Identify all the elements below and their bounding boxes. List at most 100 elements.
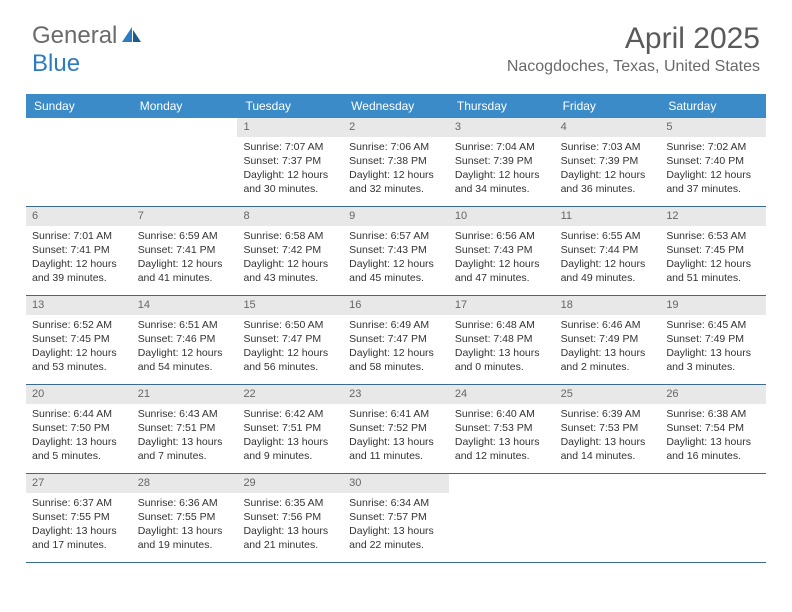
day-cell: 12Sunrise: 6:53 AMSunset: 7:45 PMDayligh… — [660, 207, 766, 295]
day-number: 13 — [26, 296, 132, 315]
day-number: 28 — [132, 474, 238, 493]
day-number: 30 — [343, 474, 449, 493]
day-cell: 7Sunrise: 6:59 AMSunset: 7:41 PMDaylight… — [132, 207, 238, 295]
day-cell: . — [449, 474, 555, 562]
daylight-text-1: Daylight: 12 hours — [666, 257, 760, 271]
sunset-text: Sunset: 7:43 PM — [455, 243, 549, 257]
logo-sail-icon — [121, 26, 143, 49]
daylight-text-1: Daylight: 13 hours — [138, 435, 232, 449]
sunrise-text: Sunrise: 6:41 AM — [349, 407, 443, 421]
location-text: Nacogdoches, Texas, United States — [507, 58, 760, 76]
day-cell: 4Sunrise: 7:03 AMSunset: 7:39 PMDaylight… — [555, 118, 661, 206]
sunset-text: Sunset: 7:49 PM — [561, 332, 655, 346]
sunrise-text: Sunrise: 6:35 AM — [243, 496, 337, 510]
daylight-text-1: Daylight: 12 hours — [349, 346, 443, 360]
sunset-text: Sunset: 7:37 PM — [243, 154, 337, 168]
day-cell: 26Sunrise: 6:38 AMSunset: 7:54 PMDayligh… — [660, 385, 766, 473]
day-number: 5 — [660, 118, 766, 137]
weekday-header: Thursday — [449, 94, 555, 118]
header: General April 2025 Nacogdoches, Texas, U… — [0, 0, 792, 82]
day-cell: 10Sunrise: 6:56 AMSunset: 7:43 PMDayligh… — [449, 207, 555, 295]
day-cell: 20Sunrise: 6:44 AMSunset: 7:50 PMDayligh… — [26, 385, 132, 473]
daylight-text-1: Daylight: 13 hours — [455, 346, 549, 360]
weekday-header: Monday — [132, 94, 238, 118]
sunrise-text: Sunrise: 7:01 AM — [32, 229, 126, 243]
daylight-text-1: Daylight: 12 hours — [32, 257, 126, 271]
daylight-text-2: and 16 minutes. — [666, 449, 760, 463]
sunset-text: Sunset: 7:51 PM — [138, 421, 232, 435]
daylight-text-2: and 3 minutes. — [666, 360, 760, 374]
sunrise-text: Sunrise: 7:07 AM — [243, 140, 337, 154]
day-number: 23 — [343, 385, 449, 404]
daylight-text-2: and 32 minutes. — [349, 182, 443, 196]
daylight-text-2: and 54 minutes. — [138, 360, 232, 374]
day-content: Sunrise: 7:01 AMSunset: 7:41 PMDaylight:… — [26, 226, 132, 292]
sunset-text: Sunset: 7:57 PM — [349, 510, 443, 524]
sunset-text: Sunset: 7:46 PM — [138, 332, 232, 346]
day-cell: . — [26, 118, 132, 206]
daylight-text-2: and 36 minutes. — [561, 182, 655, 196]
daylight-text-2: and 45 minutes. — [349, 271, 443, 285]
week-row: 6Sunrise: 7:01 AMSunset: 7:41 PMDaylight… — [26, 207, 766, 296]
day-content: Sunrise: 6:52 AMSunset: 7:45 PMDaylight:… — [26, 315, 132, 381]
day-number: 7 — [132, 207, 238, 226]
day-content: Sunrise: 6:56 AMSunset: 7:43 PMDaylight:… — [449, 226, 555, 292]
day-cell: 18Sunrise: 6:46 AMSunset: 7:49 PMDayligh… — [555, 296, 661, 384]
day-content: Sunrise: 6:40 AMSunset: 7:53 PMDaylight:… — [449, 404, 555, 470]
day-content: Sunrise: 6:45 AMSunset: 7:49 PMDaylight:… — [660, 315, 766, 381]
sunset-text: Sunset: 7:51 PM — [243, 421, 337, 435]
sunrise-text: Sunrise: 6:53 AM — [666, 229, 760, 243]
day-number: 14 — [132, 296, 238, 315]
day-number: 1 — [237, 118, 343, 137]
daylight-text-2: and 2 minutes. — [561, 360, 655, 374]
day-cell: 25Sunrise: 6:39 AMSunset: 7:53 PMDayligh… — [555, 385, 661, 473]
daylight-text-1: Daylight: 13 hours — [138, 524, 232, 538]
day-content: Sunrise: 6:55 AMSunset: 7:44 PMDaylight:… — [555, 226, 661, 292]
daylight-text-2: and 47 minutes. — [455, 271, 549, 285]
weeks-container: .. 1 Sunrise: 7:07 AMSunset: 7:37 PM Daylig… — [26, 118, 766, 563]
weekday-header: Saturday — [660, 94, 766, 118]
daylight-text-1: Daylight: 13 hours — [666, 435, 760, 449]
day-cell: 11Sunrise: 6:55 AMSunset: 7:44 PMDayligh… — [555, 207, 661, 295]
day-cell: 29Sunrise: 6:35 AMSunset: 7:56 PMDayligh… — [237, 474, 343, 562]
day-number: 27 — [26, 474, 132, 493]
sunrise-text: Sunrise: 6:38 AM — [666, 407, 760, 421]
day-number: 11 — [555, 207, 661, 226]
sunset-text: Sunset: 7:52 PM — [349, 421, 443, 435]
day-number: 20 — [26, 385, 132, 404]
daylight-text-2: and 14 minutes. — [561, 449, 655, 463]
daylight-text-2: and 0 minutes. — [455, 360, 549, 374]
daylight-text-2: and 39 minutes. — [32, 271, 126, 285]
weekday-header: Wednesday — [343, 94, 449, 118]
sunrise-text: Sunrise: 6:46 AM — [561, 318, 655, 332]
day-content: Sunrise: 6:38 AMSunset: 7:54 PMDaylight:… — [660, 404, 766, 470]
sunrise-text: Sunrise: 6:44 AM — [32, 407, 126, 421]
sunset-text: Sunset: 7:39 PM — [455, 154, 549, 168]
week-row: 20Sunrise: 6:44 AMSunset: 7:50 PMDayligh… — [26, 385, 766, 474]
day-content: Sunrise: 7:04 AMSunset: 7:39 PMDaylight:… — [449, 137, 555, 203]
daylight-text-1: Daylight: 12 hours — [666, 168, 760, 182]
sunrise-text: Sunrise: 7:04 AM — [455, 140, 549, 154]
daylight-text-2: and 34 minutes. — [455, 182, 549, 196]
daylight-text-2: and 37 minutes. — [666, 182, 760, 196]
daylight-text-2: and 9 minutes. — [243, 449, 337, 463]
day-number: 16 — [343, 296, 449, 315]
sunrise-text: Sunrise: 6:50 AM — [243, 318, 337, 332]
day-cell: 5Sunrise: 7:02 AMSunset: 7:40 PMDaylight… — [660, 118, 766, 206]
sunset-text: Sunset: 7:53 PM — [561, 421, 655, 435]
day-number: 10 — [449, 207, 555, 226]
day-content: Sunrise: 6:51 AMSunset: 7:46 PMDaylight:… — [132, 315, 238, 381]
day-content: Sunrise: 6:46 AMSunset: 7:49 PMDaylight:… — [555, 315, 661, 381]
day-number: 22 — [237, 385, 343, 404]
daylight-text-1: Daylight: 12 hours — [243, 257, 337, 271]
day-number: 9 — [343, 207, 449, 226]
day-content: Sunrise: 6:36 AMSunset: 7:55 PMDaylight:… — [132, 493, 238, 559]
day-cell: 21Sunrise: 6:43 AMSunset: 7:51 PMDayligh… — [132, 385, 238, 473]
day-number: 12 — [660, 207, 766, 226]
day-number: 21 — [132, 385, 238, 404]
day-number: 17 — [449, 296, 555, 315]
logo-text-2: Blue — [32, 50, 80, 77]
sunset-text: Sunset: 7:48 PM — [455, 332, 549, 346]
day-number: 4 — [555, 118, 661, 137]
day-cell: 19Sunrise: 6:45 AMSunset: 7:49 PMDayligh… — [660, 296, 766, 384]
